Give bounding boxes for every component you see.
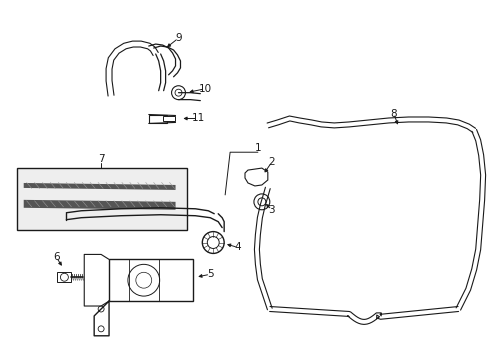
Text: 9: 9 xyxy=(175,33,182,43)
Circle shape xyxy=(253,194,269,210)
Polygon shape xyxy=(24,183,175,190)
Text: 11: 11 xyxy=(191,113,204,123)
Circle shape xyxy=(171,86,185,100)
Text: 2: 2 xyxy=(268,157,275,167)
Text: 6: 6 xyxy=(53,252,60,262)
Bar xyxy=(163,117,174,121)
Bar xyxy=(148,114,166,123)
Bar xyxy=(57,272,71,282)
Text: 4: 4 xyxy=(234,243,241,252)
Circle shape xyxy=(202,231,224,253)
Circle shape xyxy=(207,237,219,248)
Bar xyxy=(109,260,193,301)
Polygon shape xyxy=(244,168,267,186)
Text: 8: 8 xyxy=(390,108,396,118)
Bar xyxy=(17,168,187,230)
Text: 7: 7 xyxy=(98,154,104,164)
Polygon shape xyxy=(24,200,175,210)
Text: 5: 5 xyxy=(206,269,213,279)
Text: 10: 10 xyxy=(198,84,211,94)
Text: 3: 3 xyxy=(268,205,275,215)
Text: 1: 1 xyxy=(254,143,261,153)
